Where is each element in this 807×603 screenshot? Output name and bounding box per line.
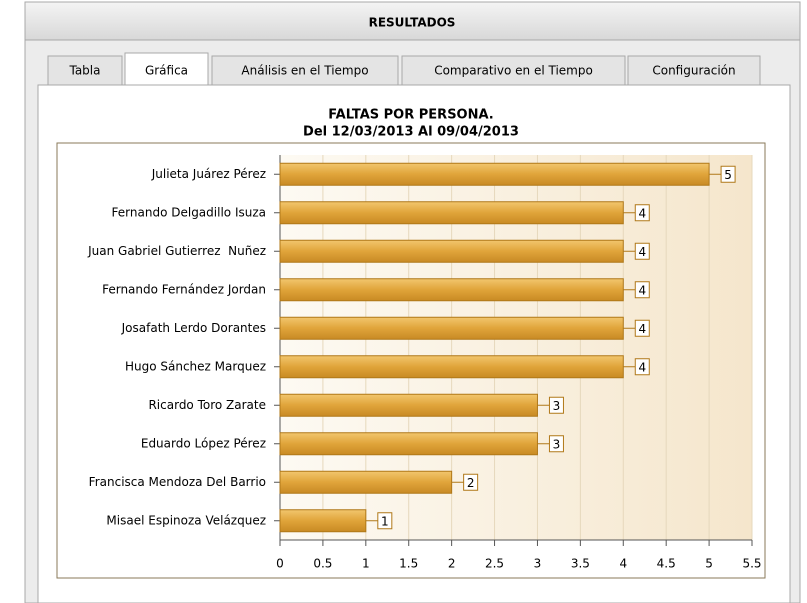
- bar: [279, 316, 624, 340]
- data-label: 5: [724, 168, 732, 182]
- tab-label[interactable]: Tabla: [68, 64, 100, 78]
- x-tick-label: 0.5: [313, 557, 332, 571]
- label-box: [548, 396, 564, 414]
- y-tick-label: Fernando Fernández Jordan: [102, 282, 266, 296]
- data-label: 3: [553, 399, 561, 413]
- data-label: 4: [638, 360, 646, 374]
- chart-title: FALTAS POR PERSONA.: [328, 108, 493, 123]
- bar: [279, 393, 538, 417]
- x-tick-label: 5: [705, 557, 713, 571]
- y-tick-label: Fernando Delgadillo Isuza: [112, 205, 266, 219]
- label-box: [377, 512, 393, 530]
- bar: [279, 201, 624, 225]
- y-tick-label: Hugo Sánchez Marquez: [125, 359, 266, 373]
- x-tick-label: 4: [619, 557, 627, 571]
- bar: [279, 470, 453, 494]
- label-box: [634, 204, 650, 222]
- bar: [279, 355, 624, 379]
- y-tick-label: Ricardo Toro Zarate: [148, 398, 266, 412]
- y-tick-label: Julieta Juárez Pérez: [151, 167, 266, 181]
- bar: [279, 432, 538, 456]
- x-tick-label: 4.5: [657, 557, 676, 571]
- x-tick-label: 2.5: [485, 557, 504, 571]
- label-box: [634, 281, 650, 299]
- y-tick-label: Misael Espinoza Velázquez: [106, 513, 266, 527]
- tab-label[interactable]: Análisis en el Tiempo: [241, 64, 368, 78]
- x-tick-label: 1: [362, 557, 370, 571]
- bar: [279, 239, 624, 263]
- tab[interactable]: [124, 52, 209, 87]
- bar: [279, 509, 367, 533]
- label-box: [720, 165, 736, 183]
- y-tick-label: Josafath Lerdo Dorantes: [121, 321, 266, 335]
- chart-subtitle: Del 12/03/2013 Al 09/04/2013: [303, 125, 519, 140]
- x-tick-label: 5.5: [742, 557, 761, 571]
- x-tick-label: 0: [276, 557, 284, 571]
- title-bar: [24, 1, 801, 41]
- x-tick-label: 2: [448, 557, 456, 571]
- label-box: [548, 435, 564, 453]
- y-tick-label: Eduardo López Pérez: [141, 436, 266, 450]
- tab[interactable]: [401, 55, 626, 86]
- data-label: 2: [467, 476, 475, 490]
- data-label: 4: [638, 245, 646, 259]
- data-label: 4: [638, 322, 646, 336]
- window-title: RESULTADOS: [369, 16, 456, 30]
- tab[interactable]: [211, 55, 399, 86]
- tab-label[interactable]: Comparativo en el Tiempo: [434, 64, 593, 78]
- label-box: [634, 242, 650, 260]
- bar: [279, 162, 710, 186]
- tab[interactable]: [627, 55, 761, 86]
- label-box: [463, 473, 479, 491]
- tab-label[interactable]: Configuración: [652, 64, 735, 78]
- y-tick-label: Juan Gabriel Gutierrez Nuñez: [87, 244, 266, 258]
- data-label: 1: [381, 514, 389, 528]
- data-label: 4: [638, 206, 646, 220]
- bar: [279, 278, 624, 302]
- data-label: 3: [553, 437, 561, 451]
- data-label: 4: [638, 283, 646, 297]
- x-tick-label: 3: [534, 557, 542, 571]
- x-tick-label: 3.5: [571, 557, 590, 571]
- tab-label[interactable]: Gráfica: [145, 64, 188, 78]
- label-box: [634, 358, 650, 376]
- y-tick-label: Francisca Mendoza Del Barrio: [89, 475, 266, 489]
- label-box: [634, 319, 650, 337]
- x-tick-label: 1.5: [399, 557, 418, 571]
